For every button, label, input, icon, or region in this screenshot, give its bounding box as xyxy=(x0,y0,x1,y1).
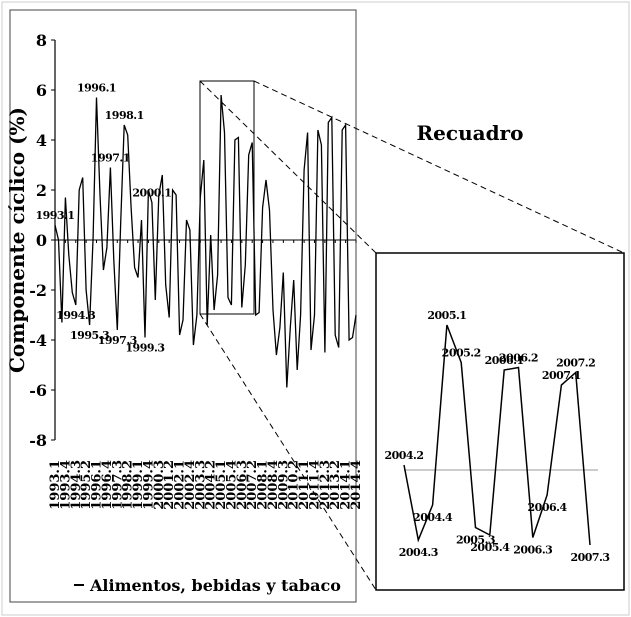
y-tick-label: 0 xyxy=(36,231,47,250)
peak-label: 1996.1 xyxy=(77,82,116,95)
x-tick-label: 1996.1 xyxy=(90,460,105,510)
inset-point-label: 2007.3 xyxy=(570,551,609,564)
main-series xyxy=(54,94,357,388)
inset-point-label: 2007.1 xyxy=(542,369,581,382)
x-tick-label: 2004.2 xyxy=(204,460,219,510)
x-tick-label: 2009.3 xyxy=(276,460,291,510)
x-tick-label: 2012.3 xyxy=(318,460,333,510)
y-tick-label: -4 xyxy=(29,331,47,350)
x-tick-label: 1994.3 xyxy=(69,460,84,510)
inset-labels: 2004.2 2004.3 2004.4 2005.1 2005.2 2005.32005… xyxy=(384,309,610,564)
y-tick-label: 4 xyxy=(36,131,47,150)
inset-point-label: 2006.3 xyxy=(513,544,552,557)
x-tick-label: 2003.3 xyxy=(193,460,208,510)
inset-point-label: 2006.2 xyxy=(499,352,538,365)
x-tick-label: 2008.4 xyxy=(266,460,281,510)
x-tick-label: 2006.3 xyxy=(235,460,250,510)
peak-label: 1997.3 xyxy=(98,334,137,347)
legend: Alimentos, bebidas y tabaco xyxy=(74,576,341,595)
x-tick-label: 2014.1 xyxy=(339,460,354,510)
inset-point-label: 2005.3 xyxy=(456,534,495,547)
x-tick-label: 1998.2 xyxy=(121,460,136,510)
x-tick-label: 1996.4 xyxy=(100,460,115,510)
annotations: 1993.1 1994.3 1995.3 1996.1 1997.1 1997.3 1998… xyxy=(35,82,171,355)
peak-label: 1999.3 xyxy=(125,342,164,355)
x-tick-label: 2014.4 xyxy=(349,460,364,510)
y-axis-title: Componente cíclico (%) xyxy=(5,107,29,373)
inset-point-label: 2005.1 xyxy=(427,309,466,322)
x-tick-label: 2007.2 xyxy=(245,460,260,510)
x-tick-label: 2008.1 xyxy=(256,460,271,510)
zoom-connector-top xyxy=(199,80,377,254)
zoom-box xyxy=(199,80,255,315)
inset-point-label: 2005.2 xyxy=(442,347,481,360)
inset-point-label: 2005.4 xyxy=(470,541,510,554)
peak-label: 2000.1 xyxy=(132,187,171,200)
x-tick-label: 1999.4 xyxy=(141,460,156,510)
x-tick-label: 2013.2 xyxy=(328,460,343,510)
inset-frame xyxy=(375,252,625,591)
inset-series xyxy=(403,324,591,546)
y-tick-label: -6 xyxy=(29,381,47,400)
x-tick-label: 1999.1 xyxy=(131,460,146,510)
x-tick-label: 1993.4 xyxy=(58,460,73,510)
y-tick-label: -2 xyxy=(29,281,47,300)
x-tick-label: 1993.1 xyxy=(48,460,63,510)
x-tick-label: 2010.2 xyxy=(287,460,302,510)
inset-title: Recuadro xyxy=(417,121,524,145)
y-tick-label: 6 xyxy=(36,81,47,100)
y-axis: 8 6 4 2 0 -2 -4 -6 -8 xyxy=(29,31,56,450)
y-tick-label: 8 xyxy=(36,31,47,50)
x-tick-label: 2000.3 xyxy=(152,460,167,510)
legend-label: Alimentos, bebidas y tabaco xyxy=(89,576,341,595)
zoom-connector-top-right xyxy=(253,80,625,254)
x-tick-label: 2011.1 xyxy=(297,460,312,510)
x-axis: 1993.11993.41994.31995.21996.11996.41997… xyxy=(48,239,364,510)
inset-point-label: 2006.1 xyxy=(485,354,524,367)
y-tick-label: 2 xyxy=(36,181,47,200)
zoom-connector-bottom xyxy=(199,313,377,591)
x-tick-label: 1995.2 xyxy=(79,460,94,510)
x-tick-label: 1997.3 xyxy=(110,460,125,510)
x-tick-label: 2001.2 xyxy=(162,460,177,510)
inset-point-label: 2004.2 xyxy=(384,449,423,462)
inset-point-label: 2007.2 xyxy=(556,357,595,370)
peak-label: 1994.3 xyxy=(56,309,95,322)
x-tick-label: 2005.4 xyxy=(224,460,239,510)
inset-point-label: 2006.4 xyxy=(528,501,568,514)
inset-series-line xyxy=(403,324,591,546)
x-tick-label: 2011.4 xyxy=(307,460,322,510)
inset-point-label: 2004.3 xyxy=(399,546,438,559)
peak-label: 1995.3 xyxy=(70,329,109,342)
peak-label: 1998.1 xyxy=(105,109,144,122)
inset-point-label: 2004.4 xyxy=(413,511,453,524)
x-tick-label: 2005.1 xyxy=(214,460,229,510)
x-tick-label: 2002.4 xyxy=(183,460,198,510)
y-tick-label: -8 xyxy=(29,431,47,450)
peak-label: 1993.1 xyxy=(35,209,74,222)
main-plot-frame xyxy=(9,9,357,603)
peak-label: 1997.1 xyxy=(91,152,130,165)
x-tick-label: 2002.1 xyxy=(173,460,188,510)
series-line-alimentos xyxy=(54,94,357,388)
